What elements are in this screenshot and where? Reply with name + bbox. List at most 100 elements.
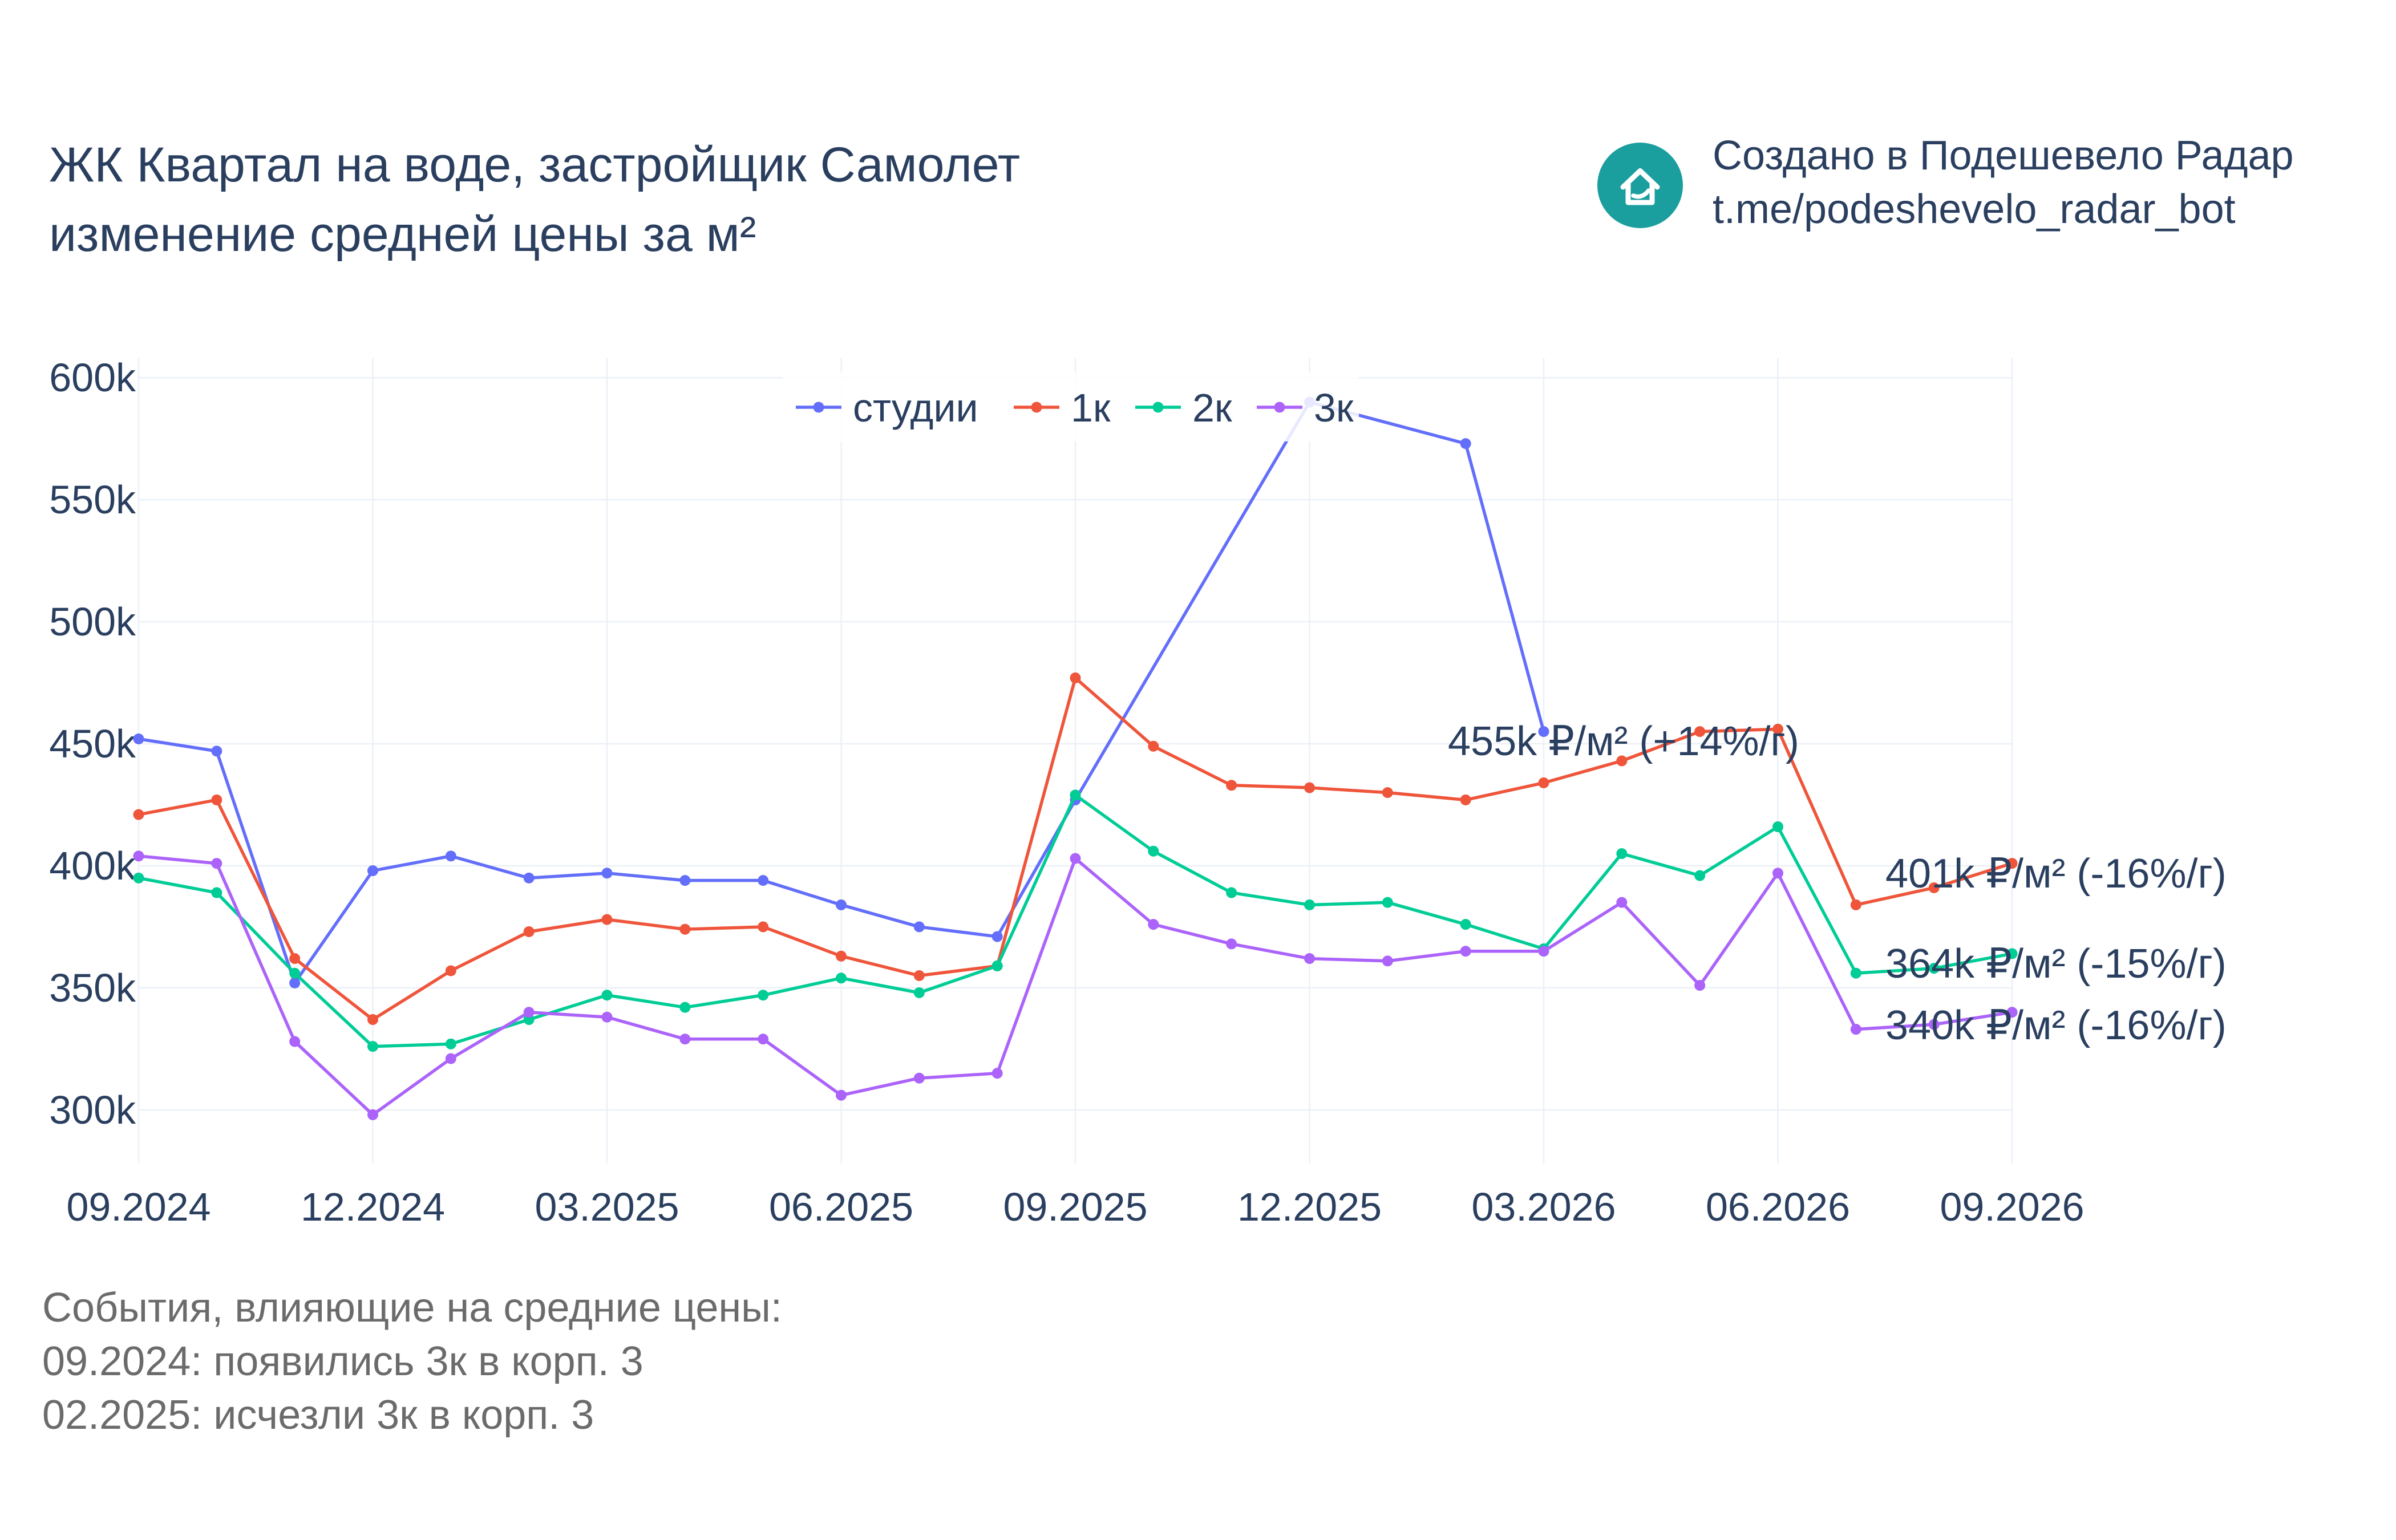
data-point-1к: [133, 809, 144, 820]
data-point-2к: [1382, 897, 1393, 908]
data-point-2к: [991, 960, 1003, 971]
data-point-студии: [679, 875, 691, 886]
data-point-студии: [913, 921, 925, 933]
data-point-1к: [1460, 794, 1471, 805]
events-notes: События, влияющие на средние цены: 09.20…: [42, 1281, 782, 1442]
data-point-1к: [1148, 740, 1159, 752]
data-point-студии: [445, 850, 456, 862]
y-tick-label: 600k: [49, 355, 136, 400]
data-point-3к: [289, 1036, 301, 1047]
series-end-label: 340k ₽/м² (-16%/г): [1885, 1003, 2227, 1048]
data-point-3к: [1616, 897, 1628, 908]
x-tick-label: 06.2026: [1706, 1185, 1850, 1229]
x-tick-label: 03.2026: [1471, 1185, 1616, 1229]
legend-marker-3к: [1274, 402, 1285, 413]
data-point-2к: [1460, 919, 1471, 930]
data-point-2к: [1226, 887, 1237, 898]
data-point-3к: [1304, 953, 1315, 964]
logo-circle: [1597, 143, 1683, 228]
data-point-1к: [1616, 755, 1628, 767]
data-point-1к: [913, 970, 925, 982]
data-point-2к: [445, 1038, 456, 1049]
legend-label-1к: 1к: [1071, 386, 1111, 430]
legend-marker-1к: [1031, 402, 1042, 413]
data-point-2к: [913, 987, 925, 998]
data-point-2к: [289, 967, 301, 979]
data-point-2к: [1616, 848, 1628, 860]
data-point-3к: [133, 850, 144, 862]
data-point-1к: [679, 923, 691, 935]
data-point-3к: [679, 1034, 691, 1045]
data-point-1к: [2006, 858, 2018, 869]
data-point-3к: [1772, 868, 1783, 879]
data-point-3к: [913, 1072, 925, 1084]
data-point-студии: [367, 865, 378, 877]
data-point-1к: [1304, 782, 1315, 793]
data-point-2к: [679, 1002, 691, 1013]
x-tick-label: 09.2026: [1940, 1185, 2084, 1229]
data-point-1к: [1928, 882, 1940, 893]
data-point-3к: [836, 1089, 847, 1101]
data-point-3к: [601, 1011, 613, 1023]
event-item-2: 02.2025: исчезли 3к в корп. 3: [42, 1392, 594, 1438]
data-point-1к: [1382, 787, 1393, 799]
data-point-1к: [523, 926, 535, 938]
logo-house-outline: [1620, 168, 1660, 205]
x-tick-label: 06.2025: [769, 1185, 913, 1229]
y-tick-label: 350k: [49, 966, 136, 1010]
data-point-3к: [1148, 919, 1159, 930]
data-point-3к: [1538, 946, 1549, 957]
y-tick-label: 450k: [49, 722, 136, 766]
data-point-3к: [1226, 938, 1237, 950]
data-point-3к: [445, 1053, 456, 1064]
data-point-2к: [1928, 963, 1940, 974]
data-point-3к: [991, 1068, 1003, 1079]
series-end-label: 455k ₽/м² (+14%/г): [1448, 719, 1799, 764]
data-point-3к: [1382, 955, 1393, 967]
data-point-1к: [1226, 780, 1237, 791]
data-point-2к: [1694, 870, 1706, 881]
data-point-1к: [367, 1014, 378, 1026]
title-line-1: ЖК Квартал на воде, застройщик Самолет: [49, 137, 1021, 192]
y-tick-label: 550k: [49, 477, 136, 522]
x-tick-label: 09.2024: [66, 1185, 211, 1229]
data-point-3к: [758, 1034, 769, 1045]
title-line-2: изменение средней цены за м²: [49, 207, 756, 262]
data-point-студии: [836, 899, 847, 910]
data-point-3к: [1850, 1024, 1861, 1035]
data-point-студии: [1538, 726, 1549, 737]
legend-label-3к: 3к: [1314, 386, 1354, 430]
event-item-1: 09.2024: появились 3к в корп. 3: [42, 1339, 643, 1384]
x-tick-label: 12.2025: [1237, 1185, 1382, 1229]
y-tick-label: 400k: [49, 844, 136, 888]
legend-label-студии: студии: [853, 386, 978, 430]
legend-label-2к: 2к: [1192, 386, 1232, 430]
data-point-3к: [1928, 1019, 1940, 1030]
data-point-студии: [1460, 438, 1471, 449]
data-point-2к: [1304, 899, 1315, 910]
series-end-label: 401k ₽/м² (-16%/г): [1885, 851, 2227, 897]
data-point-1к: [211, 794, 222, 805]
data-point-2к: [2006, 948, 2018, 959]
data-point-3к: [2006, 1007, 2018, 1018]
data-point-1к: [758, 921, 769, 933]
x-tick-label: 03.2025: [535, 1185, 679, 1229]
data-point-1к: [445, 965, 456, 976]
data-point-2к: [1850, 967, 1861, 979]
data-point-3к: [1070, 853, 1081, 864]
x-tick-label: 09.2025: [1003, 1185, 1147, 1229]
legend-marker-студии: [813, 402, 824, 413]
x-tick-label: 12.2024: [301, 1185, 445, 1229]
data-point-1к: [601, 914, 613, 925]
y-tick-label: 500k: [49, 599, 136, 644]
data-point-2к: [1148, 845, 1159, 857]
data-point-студии: [523, 872, 535, 884]
branding-link[interactable]: t.me/podeshevelo_radar_bot: [1713, 187, 2236, 232]
branding-name: Создано в Подешевело Радар: [1713, 133, 2294, 179]
data-point-3к: [523, 1007, 535, 1018]
data-point-3к: [211, 858, 222, 869]
data-point-2к: [211, 887, 222, 898]
data-point-1к: [1538, 777, 1549, 789]
data-point-3к: [1694, 980, 1706, 991]
